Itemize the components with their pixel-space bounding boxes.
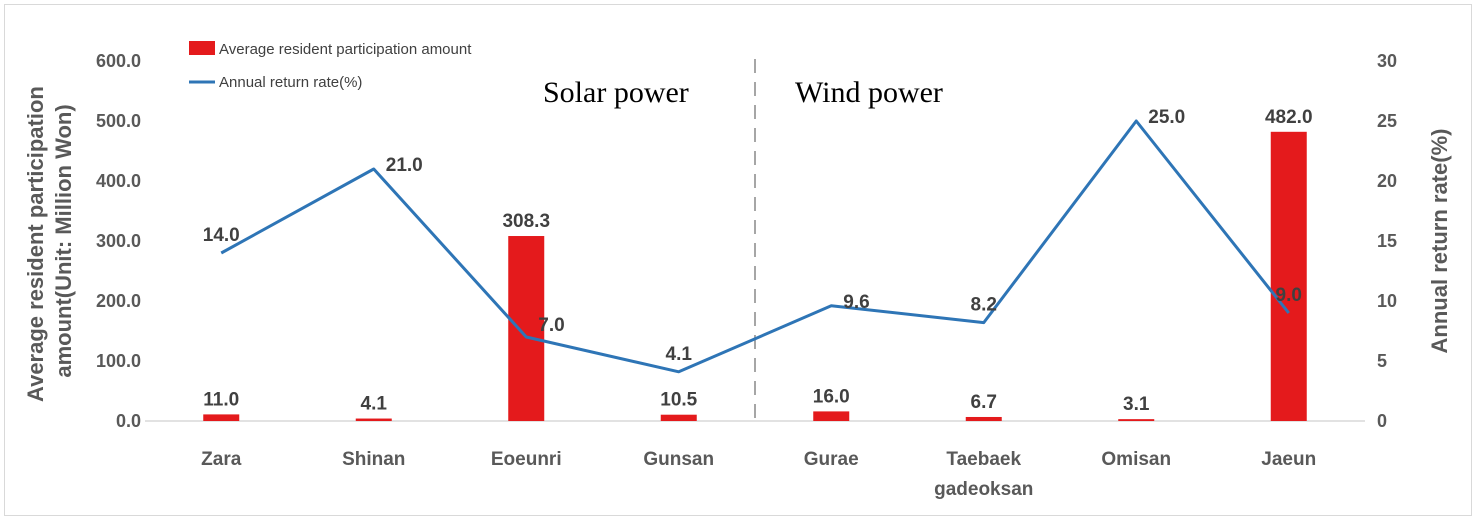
left-tick-label: 600.0 [96, 51, 141, 71]
line-value-label: 25.0 [1148, 107, 1185, 128]
bar-value-label: 3.1 [1123, 394, 1150, 415]
line-value-label: 4.1 [666, 344, 693, 365]
left-axis-title: Average resident participation amount(Un… [23, 80, 76, 402]
left-tick-label: 400.0 [96, 171, 141, 191]
category-label: Shinan [342, 449, 405, 470]
bar [1118, 419, 1155, 421]
bar-value-label: 11.0 [203, 389, 239, 410]
line-value-label: 9.6 [843, 292, 869, 313]
category-label: Zara [201, 449, 242, 470]
line-value-label: 9.0 [1276, 285, 1302, 306]
category-label: Gunsan [643, 449, 714, 470]
right-tick-label: 30 [1377, 51, 1397, 71]
right-tick-label: 25 [1377, 111, 1397, 131]
left-tick-label: 300.0 [96, 231, 141, 251]
combo-chart: 0.0 100.0 200.0 300.0 400.0 500.0 600.0 0 5 10 15… [23, 41, 1452, 500]
line-value-label: 21.0 [386, 155, 423, 176]
category-label: Eoeunri [491, 449, 562, 470]
bar [813, 411, 850, 421]
category-label: Taebaek gadeoksan [934, 449, 1033, 500]
bar [203, 414, 240, 421]
legend-line-label: Annual return rate(%) [219, 74, 362, 91]
line-value-label: 8.2 [971, 295, 997, 316]
category-label: Omisan [1101, 449, 1171, 470]
right-axis-title: Annual return rate(%) [1427, 129, 1452, 354]
line-series-return-rate [220, 119, 1290, 374]
bar-series [203, 131, 1307, 422]
bar [660, 414, 697, 421]
left-axis-title-line-2: amount(Unit: Million Won) [51, 104, 76, 377]
line-value-label: 7.0 [538, 315, 564, 336]
left-axis-ticks: 0.0 100.0 200.0 300.0 400.0 500.0 600.0 [96, 51, 141, 431]
left-axis-title-line-1: Average resident participation [23, 86, 48, 402]
bar-value-label: 16.0 [813, 386, 850, 407]
right-axis-ticks: 0 5 10 15 20 25 30 [1377, 51, 1397, 431]
bar [355, 418, 392, 421]
section-label-solar: Solar power [543, 76, 689, 109]
bar-value-label: 4.1 [361, 394, 388, 415]
legend-bar-swatch [189, 41, 215, 55]
bar [1270, 131, 1307, 422]
bar-value-label: 6.7 [971, 392, 997, 413]
legend: Average resident participation amount An… [189, 41, 472, 91]
bar [965, 416, 1002, 421]
right-tick-label: 15 [1377, 231, 1397, 251]
left-tick-label: 500.0 [96, 111, 141, 131]
category-label: Gurae [804, 449, 859, 470]
line-data-labels: 14.0 21.0 7.0 4.1 9.6 8.2 25.0 9.0 [203, 107, 1302, 365]
bar-value-label: 10.5 [660, 390, 697, 411]
right-tick-label: 20 [1377, 171, 1397, 191]
category-label: Jaeun [1261, 449, 1316, 470]
line-value-label: 14.0 [203, 225, 240, 246]
bar [508, 236, 545, 421]
right-tick-label: 10 [1377, 291, 1397, 311]
category-labels: Zara Shinan Eoeunri Gunsan Gurae Taebaek gadeo… [201, 449, 1316, 500]
left-tick-label: 200.0 [96, 291, 141, 311]
chart-container: 0.0 100.0 200.0 300.0 400.0 500.0 600.0 0 5 10 15… [4, 4, 1472, 516]
bar-value-label: 482.0 [1265, 107, 1313, 128]
left-tick-label: 100.0 [96, 351, 141, 371]
bar-value-label: 308.3 [502, 211, 550, 232]
right-tick-label: 0 [1377, 411, 1387, 431]
left-tick-label: 0.0 [116, 411, 141, 431]
section-label-wind: Wind power [795, 76, 943, 109]
right-tick-label: 5 [1377, 351, 1387, 371]
legend-bar-label: Average resident participation amount [219, 41, 472, 58]
bar-data-labels: 11.0 4.1 308.3 10.5 16.0 6.7 3.1 482.0 [203, 107, 1312, 415]
